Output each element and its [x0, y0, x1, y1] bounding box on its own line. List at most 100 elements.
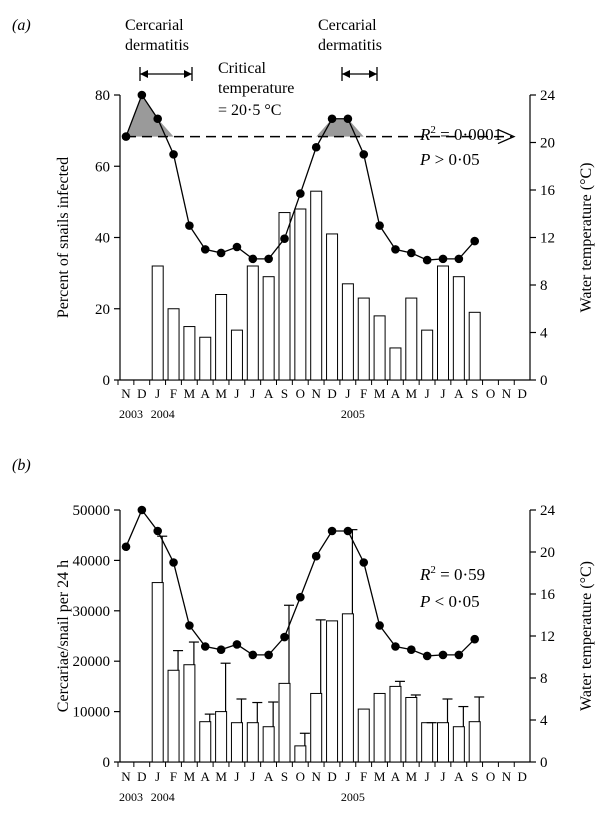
- y-right-tick-label: 8: [540, 671, 548, 687]
- x-tick-label: D: [137, 386, 146, 401]
- y-right-tick-label: 0: [540, 755, 548, 771]
- critical-label: = 20·5 °C: [218, 102, 281, 119]
- y-tick-label: 40000: [73, 553, 111, 569]
- bar: [452, 276, 465, 381]
- y-right-axis-label: Water temperature (°C): [578, 163, 595, 313]
- bar: [405, 297, 418, 381]
- temperature-point: [185, 221, 194, 230]
- x-tick-label: S: [471, 769, 478, 784]
- temperature-point: [296, 592, 305, 602]
- temperature-point: [391, 642, 400, 651]
- bar: [151, 582, 164, 763]
- y-tick-label: 10000: [73, 705, 111, 721]
- y-right-tick-label: 16: [540, 587, 556, 603]
- temperature-point: [153, 114, 162, 124]
- y-right-tick-label: 4: [540, 713, 548, 729]
- critical-shading: [316, 118, 380, 137]
- x-tick-label: F: [360, 769, 367, 784]
- x-tick-label: N: [312, 769, 322, 784]
- r-squared-label: R2 = 0·0001: [419, 124, 502, 144]
- temperature-point: [470, 236, 480, 246]
- y-right-tick-label: 0: [540, 373, 548, 389]
- critical-arrowhead: [497, 128, 516, 145]
- bar: [294, 745, 307, 763]
- x-tick-label: M: [406, 769, 418, 784]
- y-tick-label: 0: [103, 755, 111, 771]
- bar: [357, 708, 370, 763]
- x-tick-label: A: [391, 386, 401, 401]
- temperature-point: [422, 255, 432, 265]
- y-right-tick-label: 20: [540, 545, 555, 561]
- temperature-point: [422, 651, 432, 661]
- x-tick-label: J: [155, 769, 160, 784]
- bar: [405, 696, 418, 763]
- bar: [278, 212, 291, 381]
- temperature-point: [232, 242, 242, 252]
- y-tick-label: 20000: [73, 654, 111, 670]
- bar: [183, 664, 196, 763]
- temperature-point: [391, 245, 400, 254]
- temperature-point: [169, 150, 178, 159]
- temperature-point: [359, 558, 369, 567]
- bar: [437, 722, 449, 763]
- y-right-tick-label: 12: [540, 231, 555, 247]
- y-right-axis-label: Water temperature (°C): [578, 561, 595, 711]
- bar: [326, 233, 339, 381]
- bar: [468, 311, 481, 381]
- bar: [421, 722, 434, 763]
- bar: [230, 329, 243, 381]
- cercarial-label: Cercarial: [318, 17, 377, 34]
- critical-label: Critical: [218, 60, 267, 77]
- x-tick-label: M: [406, 386, 418, 401]
- y-right-tick-label: 16: [540, 183, 556, 199]
- bar: [199, 721, 212, 763]
- p-value-label: P < 0·05: [419, 592, 480, 611]
- y-right-tick-label: 24: [540, 503, 556, 519]
- x-tick-label: S: [471, 386, 478, 401]
- temperature-point: [311, 142, 321, 152]
- y-tick-label: 20: [95, 302, 110, 318]
- x-tick-label: N: [312, 386, 322, 401]
- bar: [215, 711, 228, 763]
- temperature-point: [248, 650, 258, 660]
- x-tick-label: S: [281, 386, 288, 401]
- cercarial-label: dermatitis: [125, 37, 189, 54]
- temperature-point: [407, 248, 416, 258]
- bar: [246, 722, 259, 763]
- temperature-point: [264, 650, 273, 660]
- bar: [452, 726, 465, 763]
- range-marker-arrow: [140, 70, 148, 78]
- temperature-point: [121, 132, 131, 141]
- x-tick-label: J: [234, 386, 239, 401]
- critical-label: temperature: [218, 80, 294, 97]
- x-tick-label: M: [215, 769, 227, 784]
- bar: [167, 669, 180, 763]
- temperature-point: [185, 621, 194, 630]
- temperature-point: [137, 90, 147, 100]
- x-tick-label: A: [264, 386, 274, 401]
- y-tick-label: 60: [95, 159, 110, 175]
- x-tick-label: N: [502, 769, 512, 784]
- x-tick-label: D: [137, 769, 146, 784]
- year-label: 2005: [341, 407, 365, 421]
- y-tick-label: 40: [95, 231, 110, 247]
- temperature-point: [216, 645, 226, 654]
- temperature-point: [137, 505, 147, 515]
- x-tick-label: O: [296, 386, 305, 401]
- bar: [421, 329, 434, 381]
- temperature-point: [200, 642, 210, 651]
- temperature-point: [296, 189, 305, 198]
- x-tick-label: M: [215, 386, 227, 401]
- temperature-point: [327, 526, 337, 536]
- bar: [151, 265, 164, 381]
- bar: [468, 721, 481, 763]
- temperature-point: [375, 221, 384, 230]
- panel-label: (a): [12, 17, 31, 34]
- bar: [373, 315, 386, 381]
- bar: [167, 308, 180, 381]
- bar: [199, 336, 212, 381]
- y-right-tick-label: 12: [540, 629, 555, 645]
- temperature-point: [343, 526, 353, 536]
- x-tick-label: J: [345, 769, 350, 784]
